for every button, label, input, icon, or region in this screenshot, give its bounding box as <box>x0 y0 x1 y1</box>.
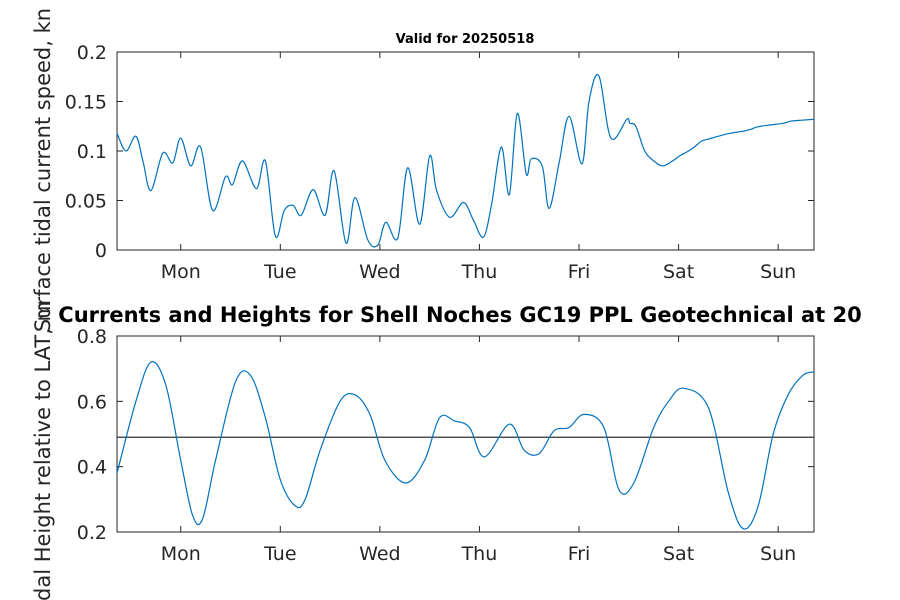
x-tick-label-sun: Sun <box>760 543 796 565</box>
x-tick-label-mon: Mon <box>161 261 201 283</box>
y-tick-label: 0.1 <box>77 141 107 163</box>
x-tick-label-tue: Tue <box>263 261 296 283</box>
bottom-y-axis: 0.2 0.4 0.6 0.8 <box>77 326 814 544</box>
y-tick-label: 0.2 <box>77 42 107 64</box>
y-tick-label: 0.4 <box>77 457 107 479</box>
y-tick-label: 0.05 <box>65 191 107 213</box>
x-tick-label-sun: Sun <box>760 261 796 283</box>
bottom-y-axis-label: Tidal Height relative to LAT, m <box>31 301 55 600</box>
top-y-axis: 0 0.05 0.1 0.15 0.2 <box>65 42 814 262</box>
y-tick-label: 0.6 <box>77 391 107 413</box>
x-tick-label-wed: Wed <box>359 261 400 283</box>
bottom-x-axis: Mon Tue Wed Thu Fri Sat Sun <box>161 336 796 565</box>
bottom-plot-area <box>116 335 815 533</box>
top-chart-title: Valid for 20250518 <box>396 32 535 47</box>
main-title: Currents and Heights for Shell Noches GC… <box>58 303 861 327</box>
tidal-height-chart: 0.2 0.4 0.6 0.8 Mon Tue Wed Thu Fri Sat Sun Tidal… <box>31 301 815 600</box>
x-tick-label-mon: Mon <box>161 543 201 565</box>
tidal-height-series <box>116 361 815 530</box>
x-tick-label-fri: Fri <box>568 543 591 565</box>
x-tick-label-sat: Sat <box>663 261 694 283</box>
x-tick-label-wed: Wed <box>359 543 400 565</box>
x-tick-label-thu: Thu <box>461 261 498 283</box>
top-y-axis-label: Surface tidal current speed, kn <box>31 8 55 332</box>
top-plot-area <box>116 51 815 251</box>
y-tick-label: 0.8 <box>77 326 107 348</box>
current-speed-chart: Valid for 20250518 0 0.05 0.1 0.15 0.2 Mon Tu… <box>31 8 815 332</box>
current-speed-series <box>116 73 815 248</box>
y-tick-label: 0 <box>95 240 107 262</box>
x-tick-label-tue: Tue <box>263 543 296 565</box>
x-tick-label-sat: Sat <box>663 543 694 565</box>
y-tick-label: 0.2 <box>77 522 107 544</box>
x-tick-label-thu: Thu <box>461 543 498 565</box>
top-x-axis: Mon Tue Wed Thu Fri Sat Sun <box>161 52 796 283</box>
y-tick-label: 0.15 <box>65 92 107 114</box>
x-tick-label-fri: Fri <box>568 261 591 283</box>
